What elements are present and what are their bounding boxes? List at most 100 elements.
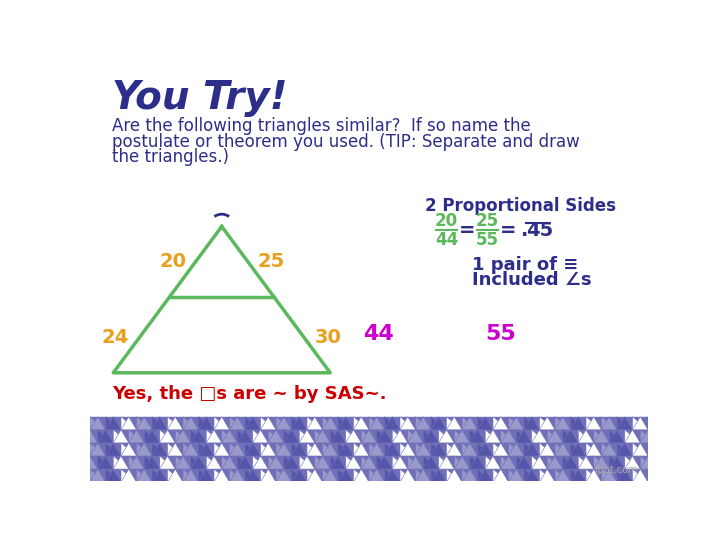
Polygon shape [113,456,129,469]
Polygon shape [346,456,361,469]
Polygon shape [230,417,245,430]
Polygon shape [547,456,563,469]
Text: Included ∠s: Included ∠s [472,272,592,289]
Polygon shape [160,456,175,469]
Polygon shape [338,469,354,482]
Polygon shape [199,443,214,456]
Polygon shape [206,430,222,443]
Polygon shape [625,430,640,443]
Polygon shape [415,443,431,456]
Text: =: = [500,221,516,240]
Polygon shape [183,469,199,482]
Polygon shape [354,443,369,456]
Polygon shape [222,430,238,443]
Text: 55: 55 [485,325,516,345]
Polygon shape [594,430,609,443]
Polygon shape [648,469,664,482]
Polygon shape [493,443,508,456]
Polygon shape [168,469,183,482]
Text: Yes, the □s are ~ by SAS~.: Yes, the □s are ~ by SAS~. [112,386,386,403]
Polygon shape [191,430,206,443]
Polygon shape [261,417,276,430]
Polygon shape [415,469,431,482]
Text: postulate or theorem you used. (TIP: Separate and draw: postulate or theorem you used. (TIP: Sep… [112,132,580,151]
Polygon shape [354,469,369,482]
Polygon shape [547,456,563,469]
Polygon shape [307,417,323,430]
Polygon shape [206,456,222,469]
Polygon shape [354,417,369,430]
Polygon shape [369,443,384,456]
Polygon shape [245,443,261,456]
Polygon shape [477,417,493,430]
Polygon shape [601,417,617,430]
Polygon shape [300,456,315,469]
Polygon shape [508,417,524,430]
Polygon shape [330,430,346,443]
Polygon shape [524,469,539,482]
Polygon shape [601,469,617,482]
Polygon shape [113,430,129,443]
Polygon shape [168,417,183,430]
Polygon shape [384,469,400,482]
Polygon shape [369,469,384,482]
Polygon shape [129,430,144,443]
Polygon shape [160,430,175,443]
Polygon shape [400,469,415,482]
Polygon shape [609,430,625,443]
Polygon shape [408,456,423,469]
Polygon shape [617,417,632,430]
Polygon shape [238,456,253,469]
Polygon shape [524,469,539,482]
Polygon shape [555,469,570,482]
Polygon shape [555,417,570,430]
Text: 2 Proportional Sides: 2 Proportional Sides [425,197,616,215]
Polygon shape [415,443,431,456]
Polygon shape [524,417,539,430]
Polygon shape [369,443,384,456]
Polygon shape [415,469,431,482]
Polygon shape [98,430,113,443]
Polygon shape [539,469,555,482]
Polygon shape [555,443,570,456]
Polygon shape [300,456,315,469]
Polygon shape [578,456,594,469]
Polygon shape [129,456,144,469]
Polygon shape [168,443,183,456]
Polygon shape [617,469,632,482]
Polygon shape [121,417,137,430]
Polygon shape [446,443,462,456]
Polygon shape [462,469,477,482]
Polygon shape [269,430,284,443]
Polygon shape [508,469,524,482]
Polygon shape [137,443,152,456]
Polygon shape [269,456,284,469]
Text: 24: 24 [102,328,128,347]
Polygon shape [214,443,230,456]
Polygon shape [253,430,269,443]
Polygon shape [67,456,82,469]
Polygon shape [361,456,377,469]
Polygon shape [144,430,160,443]
Text: the triangles.): the triangles.) [112,148,229,166]
Polygon shape [532,430,547,443]
Polygon shape [586,417,601,430]
Polygon shape [454,456,469,469]
Polygon shape [106,469,121,482]
Polygon shape [214,469,230,482]
Polygon shape [586,443,601,456]
Polygon shape [485,456,500,469]
Polygon shape [563,456,578,469]
Polygon shape [617,469,632,482]
Polygon shape [315,430,330,443]
Polygon shape [400,469,415,482]
Text: 20: 20 [435,212,458,230]
Polygon shape [524,417,539,430]
Polygon shape [323,469,338,482]
Polygon shape [532,456,547,469]
Polygon shape [431,469,446,482]
Polygon shape [493,469,508,482]
Polygon shape [338,417,354,430]
Polygon shape [323,417,338,430]
Polygon shape [516,456,532,469]
